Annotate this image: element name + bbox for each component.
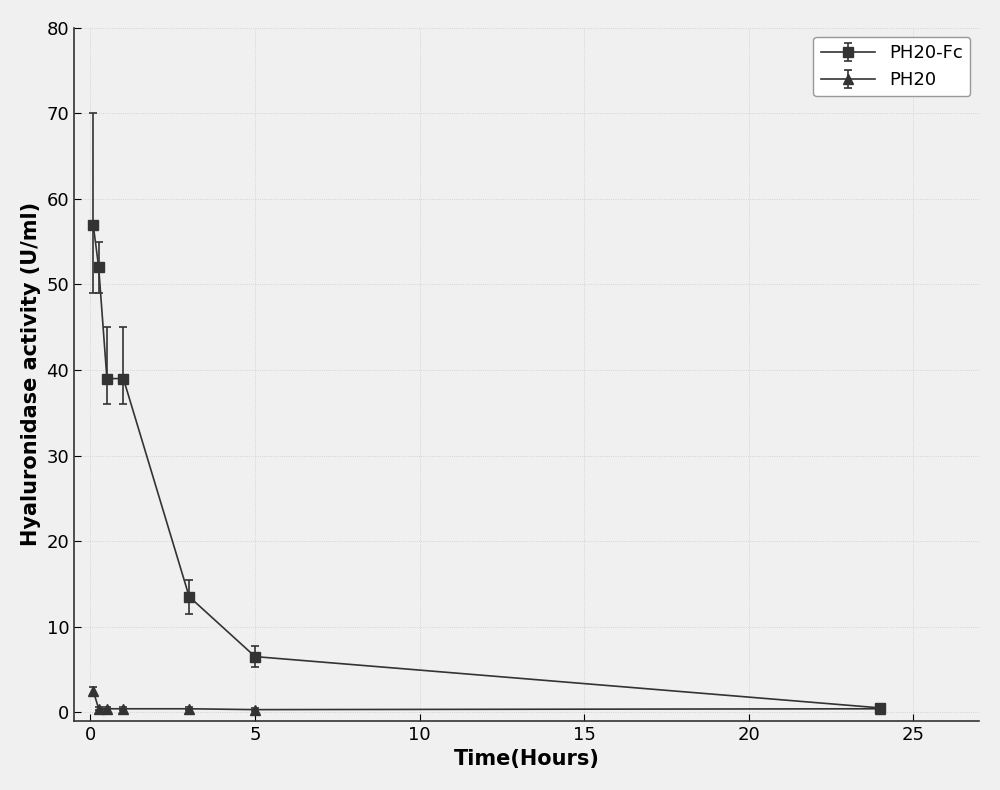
X-axis label: Time(Hours): Time(Hours) [454,749,600,769]
Y-axis label: Hyaluronidase activity (U/ml): Hyaluronidase activity (U/ml) [21,202,41,547]
Legend: PH20-Fc, PH20: PH20-Fc, PH20 [813,37,970,96]
